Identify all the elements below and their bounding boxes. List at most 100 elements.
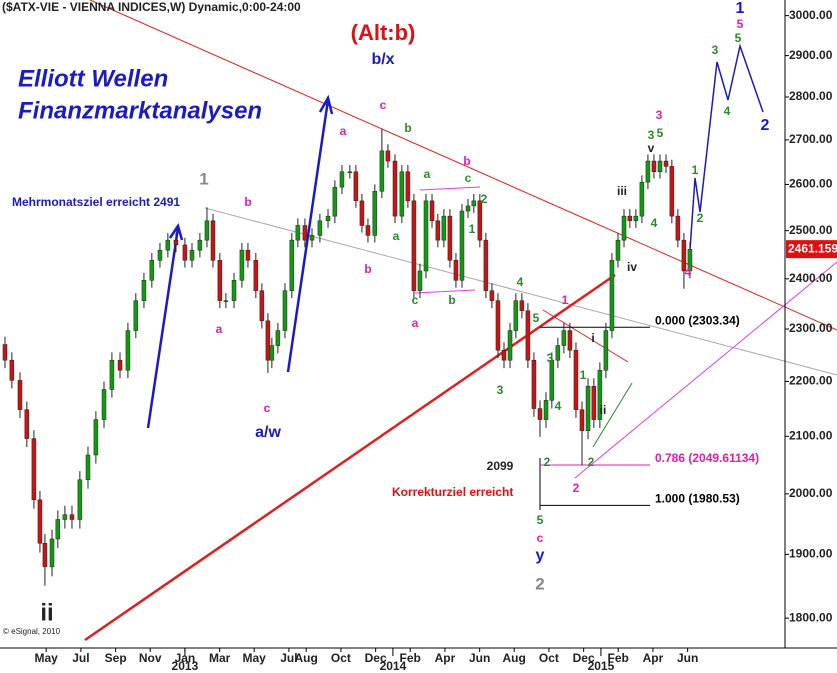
candle-body bbox=[359, 200, 365, 226]
y-tick-label: 2200.00 bbox=[789, 374, 833, 388]
arrow-head bbox=[318, 94, 334, 115]
annotation: 5 bbox=[737, 17, 744, 31]
projection-arrow bbox=[286, 99, 330, 373]
candle-body bbox=[385, 150, 391, 162]
x-tick-label: Oct bbox=[539, 651, 559, 665]
candle-body bbox=[519, 300, 525, 311]
y-tick-label: 2900.00 bbox=[789, 48, 833, 62]
candle-body bbox=[525, 310, 531, 361]
annotation: 4 bbox=[517, 275, 524, 289]
candle-body bbox=[133, 300, 139, 331]
annotation: 1 bbox=[199, 169, 208, 188]
candle-body bbox=[93, 419, 99, 456]
x-tick-label: Dec bbox=[573, 651, 595, 665]
candle-body bbox=[9, 359, 15, 381]
candle-body bbox=[687, 248, 693, 272]
annotation: 4 bbox=[651, 216, 658, 230]
candle-body bbox=[639, 181, 645, 217]
x-tick-label: Mar bbox=[209, 651, 231, 665]
candle-body bbox=[302, 225, 308, 241]
annotation: 4 bbox=[555, 399, 562, 413]
annotation: 3 bbox=[547, 351, 554, 365]
annotation: 5 bbox=[533, 311, 540, 325]
annotation: 5 bbox=[537, 513, 544, 527]
candle-body bbox=[603, 330, 609, 371]
candle-body bbox=[372, 190, 378, 236]
candle-body bbox=[365, 225, 371, 236]
candle-body bbox=[669, 166, 675, 217]
annotation: b bbox=[448, 293, 455, 307]
y-tick-label: 2400.00 bbox=[789, 271, 833, 285]
annotation: 2 bbox=[544, 455, 551, 469]
annotation: Mehrmonatsziel erreicht 2491 bbox=[12, 195, 180, 209]
annotation: 2 bbox=[761, 117, 770, 134]
candle-body bbox=[483, 239, 489, 291]
candle-body bbox=[417, 270, 423, 291]
candle-body bbox=[42, 542, 48, 568]
candle-body bbox=[633, 215, 639, 222]
candle-body bbox=[309, 235, 315, 241]
annotation: 4 bbox=[685, 265, 692, 279]
x-year-label: 2015 bbox=[588, 659, 615, 673]
x-tick-label: May bbox=[243, 651, 267, 665]
candle-body bbox=[435, 220, 441, 241]
candle-body bbox=[24, 409, 30, 439]
x-tick-label: Sep bbox=[105, 651, 127, 665]
candle-body bbox=[259, 290, 265, 322]
annotation: 2 bbox=[588, 455, 595, 469]
trendline bbox=[542, 309, 629, 363]
annotation: 2099 bbox=[487, 459, 514, 473]
annotation: a bbox=[393, 229, 400, 243]
candle-body bbox=[217, 260, 223, 301]
annotation: c bbox=[537, 531, 544, 545]
candle-body bbox=[231, 280, 237, 301]
candle-body bbox=[289, 239, 295, 291]
candle-body bbox=[317, 220, 323, 236]
x-tick-label: Jun bbox=[677, 651, 698, 665]
last-price-label: 2461.159 bbox=[788, 241, 837, 255]
candle-body bbox=[531, 359, 537, 409]
x-tick-label: Feb bbox=[608, 651, 629, 665]
x-tick-label: May bbox=[35, 651, 59, 665]
candle-body bbox=[441, 215, 447, 241]
annotation: 1 bbox=[562, 293, 569, 307]
annotation: a bbox=[216, 322, 223, 336]
brand-line: Finanzmarktanalysen bbox=[18, 97, 262, 124]
annotation: b bbox=[404, 121, 411, 135]
x-tick-label: Nov bbox=[139, 651, 162, 665]
fib-label: 0.000 (2303.34) bbox=[655, 313, 740, 327]
candle-body bbox=[189, 249, 195, 261]
candle-body bbox=[295, 225, 301, 241]
trendline bbox=[592, 382, 633, 448]
trendline bbox=[414, 289, 476, 294]
x-tick-label: Apr bbox=[643, 651, 664, 665]
candle-body bbox=[85, 454, 91, 481]
candle-body bbox=[621, 215, 627, 241]
annotation: 1 bbox=[469, 222, 476, 236]
candle-body bbox=[37, 499, 43, 544]
candle-body bbox=[49, 538, 55, 568]
candle-body bbox=[265, 320, 271, 361]
candle-body bbox=[597, 369, 603, 420]
annotation: v bbox=[648, 141, 655, 155]
annotation: c bbox=[380, 98, 387, 112]
annotation: 2 bbox=[573, 481, 580, 495]
x-tick-label: Feb bbox=[400, 651, 421, 665]
candle-body bbox=[69, 514, 75, 520]
y-tick-label: 2500.00 bbox=[789, 223, 833, 237]
y-tick-label: 3000.00 bbox=[789, 8, 833, 22]
y-tick-label: 1900.00 bbox=[789, 547, 833, 561]
candle-body bbox=[77, 479, 83, 520]
x-tick-label: Jan bbox=[175, 651, 196, 665]
x-tick-label: Aug bbox=[503, 651, 526, 665]
annotation: 3 bbox=[648, 128, 655, 142]
arrow-head bbox=[168, 223, 184, 241]
candle-body bbox=[379, 150, 385, 192]
candle-body bbox=[465, 205, 471, 212]
annotation: 3 bbox=[712, 43, 719, 57]
candle-body bbox=[325, 215, 331, 222]
y-tick-label: 2700.00 bbox=[789, 132, 833, 146]
projection-arrow bbox=[146, 227, 180, 429]
candle-body bbox=[347, 171, 353, 174]
